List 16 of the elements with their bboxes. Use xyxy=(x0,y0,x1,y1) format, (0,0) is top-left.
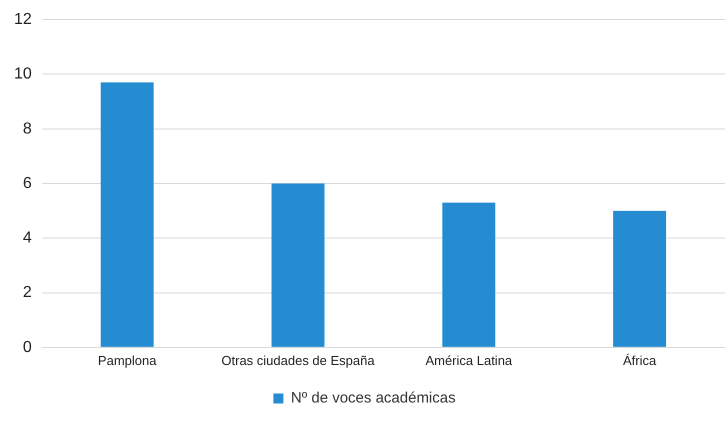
y-tick-label: 12 xyxy=(14,11,32,28)
x-tick-label: África xyxy=(622,352,657,368)
bar xyxy=(613,210,666,347)
y-tick-label: 0 xyxy=(22,338,32,356)
bar xyxy=(442,202,496,347)
bar xyxy=(100,82,154,347)
y-tick-label: 8 xyxy=(22,120,32,138)
bar xyxy=(272,184,324,347)
x-tick-label: Pamplona xyxy=(98,352,158,368)
y-tick-label: 2 xyxy=(22,284,32,302)
x-tick-label: América Latina xyxy=(425,352,513,368)
y-tick-label: 10 xyxy=(14,66,32,83)
legend-label: Nº de voces académicas xyxy=(290,390,456,407)
y-tick-label: 4 xyxy=(22,230,32,247)
x-tick-label: Otras ciudades de España xyxy=(221,352,376,368)
y-tick-label: 6 xyxy=(22,174,32,192)
